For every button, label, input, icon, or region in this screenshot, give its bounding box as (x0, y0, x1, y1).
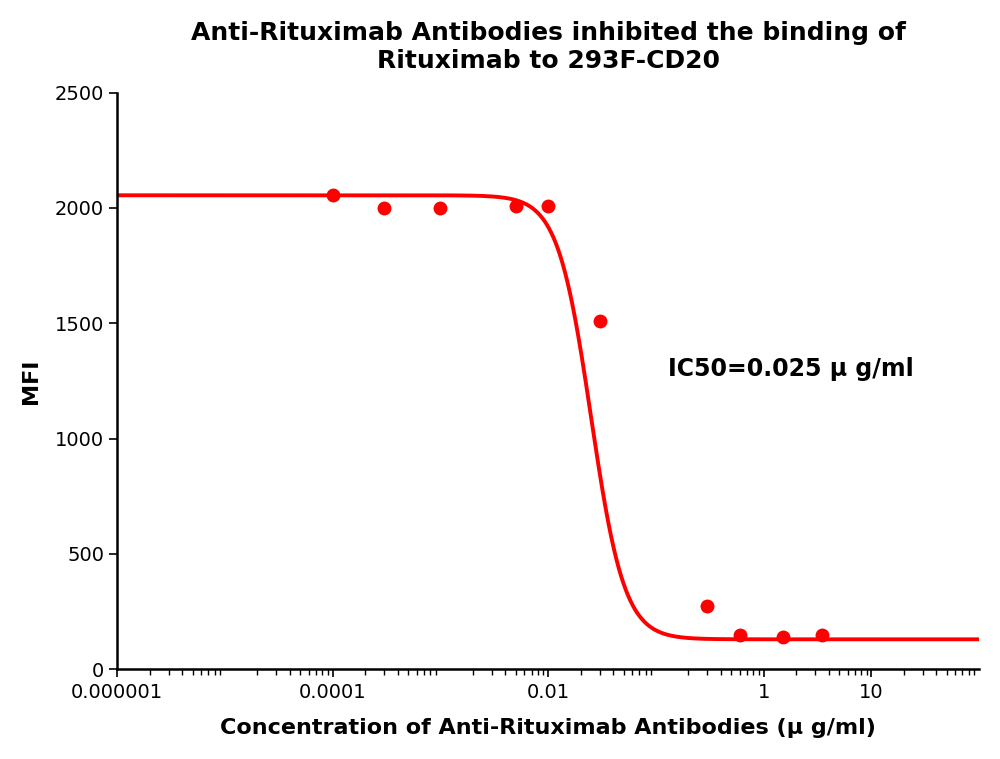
X-axis label: Concentration of Anti-Rituximab Antibodies (μ g/ml): Concentration of Anti-Rituximab Antibodi… (220, 718, 876, 739)
Title: Anti-Rituximab Antibodies inhibited the binding of
Rituximab to 293F-CD20: Anti-Rituximab Antibodies inhibited the … (191, 20, 906, 73)
Y-axis label: MFI: MFI (21, 358, 41, 404)
Text: IC50=0.025 μ g/ml: IC50=0.025 μ g/ml (668, 357, 914, 381)
